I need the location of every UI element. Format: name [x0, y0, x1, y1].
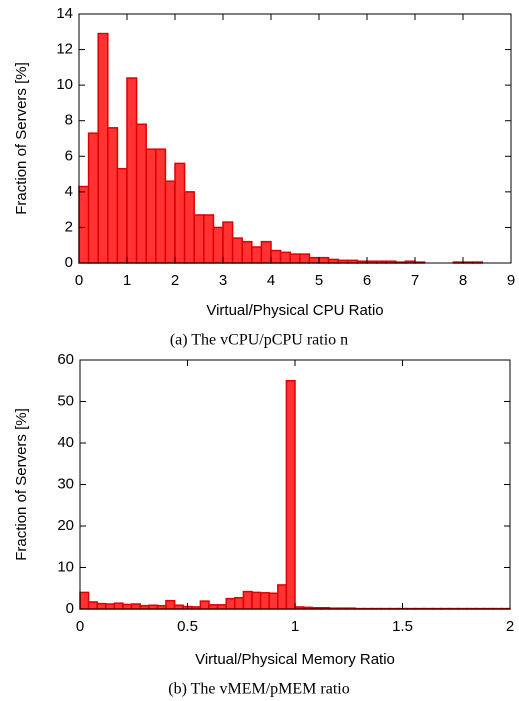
bar	[268, 592, 279, 610]
bar	[203, 214, 215, 264]
y-tick-label: 2	[65, 218, 73, 235]
x-axis-label: Virtual/Physical CPU Ratio	[206, 302, 383, 319]
bar	[97, 32, 109, 264]
y-tick-label: 10	[57, 558, 74, 575]
bar	[78, 185, 90, 264]
bar	[155, 148, 167, 264]
bar	[259, 592, 270, 610]
bar	[225, 597, 236, 610]
bar	[251, 591, 262, 610]
x-tick-label: 0	[76, 618, 84, 635]
bar	[183, 191, 195, 264]
bar	[318, 256, 330, 264]
bar	[126, 77, 138, 264]
y-tick-label: 0	[66, 600, 74, 617]
x-tick-label: 4	[267, 272, 275, 289]
bar	[105, 603, 116, 610]
x-tick-label: 2	[506, 618, 514, 635]
bar	[165, 599, 176, 610]
bar	[145, 148, 157, 264]
bar	[173, 604, 184, 610]
bar	[234, 597, 245, 610]
y-axis-label: Fraction of Servers [%]	[13, 62, 30, 215]
bar	[285, 380, 296, 610]
x-tick-label: 1	[123, 272, 131, 289]
bar	[116, 167, 128, 264]
y-tick-label: 8	[65, 112, 73, 129]
x-tick-label: 6	[363, 272, 371, 289]
bar	[113, 602, 124, 610]
bar	[208, 604, 219, 610]
bar	[270, 249, 282, 264]
x-tick-label: 0	[75, 272, 83, 289]
x-tick-label: 5	[315, 272, 323, 289]
bar	[251, 246, 263, 264]
x-tick-label: 1	[291, 618, 299, 635]
y-tick-label: 4	[65, 183, 73, 200]
caption: (b) The vMEM/pMEM ratio	[168, 681, 349, 698]
bar	[222, 221, 234, 264]
bar	[216, 604, 227, 610]
y-tick-label: 6	[65, 147, 73, 164]
bar	[279, 251, 291, 264]
bar	[135, 123, 147, 264]
caption: (a) The vCPU/pCPU ratio n	[170, 332, 348, 349]
bar	[87, 601, 98, 610]
plot-frame	[78, 13, 512, 264]
y-tick-label: 12	[56, 41, 73, 58]
bar	[199, 600, 210, 610]
x-tick-label: 3	[219, 272, 227, 289]
x-tick-label: 7	[411, 272, 419, 289]
bar	[130, 603, 141, 610]
y-tick-label: 30	[57, 475, 74, 492]
y-tick-label: 60	[57, 351, 74, 368]
y-tick-label: 50	[57, 392, 74, 409]
bar	[327, 258, 339, 264]
bar	[87, 132, 99, 264]
bar	[212, 226, 224, 264]
bar	[308, 256, 320, 264]
bar	[231, 237, 243, 264]
bar	[277, 584, 288, 610]
bar	[107, 127, 119, 264]
bar	[79, 591, 90, 610]
y-tick-label: 14	[56, 5, 73, 22]
x-tick-label: 2	[171, 272, 179, 289]
bar	[174, 162, 186, 264]
bar	[164, 180, 176, 264]
y-tick-label: 0	[65, 254, 73, 271]
bar	[289, 253, 301, 264]
bar	[96, 602, 107, 610]
x-tick-label: 8	[459, 272, 467, 289]
y-tick-label: 20	[57, 517, 74, 534]
y-tick-label: 40	[57, 434, 74, 451]
bar	[122, 603, 133, 610]
bar	[148, 604, 159, 610]
y-axis-label: Fraction of Servers [%]	[13, 408, 30, 561]
x-tick-label: 1.5	[392, 618, 413, 635]
x-axis-label: Virtual/Physical Memory Ratio	[195, 651, 395, 668]
bar	[241, 240, 253, 264]
bar	[299, 253, 311, 264]
y-tick-label: 10	[56, 76, 73, 93]
bar	[242, 590, 253, 610]
bar	[260, 240, 272, 264]
x-tick-label: 0.5	[177, 618, 198, 635]
bar	[193, 214, 205, 264]
x-tick-label: 9	[507, 272, 515, 289]
